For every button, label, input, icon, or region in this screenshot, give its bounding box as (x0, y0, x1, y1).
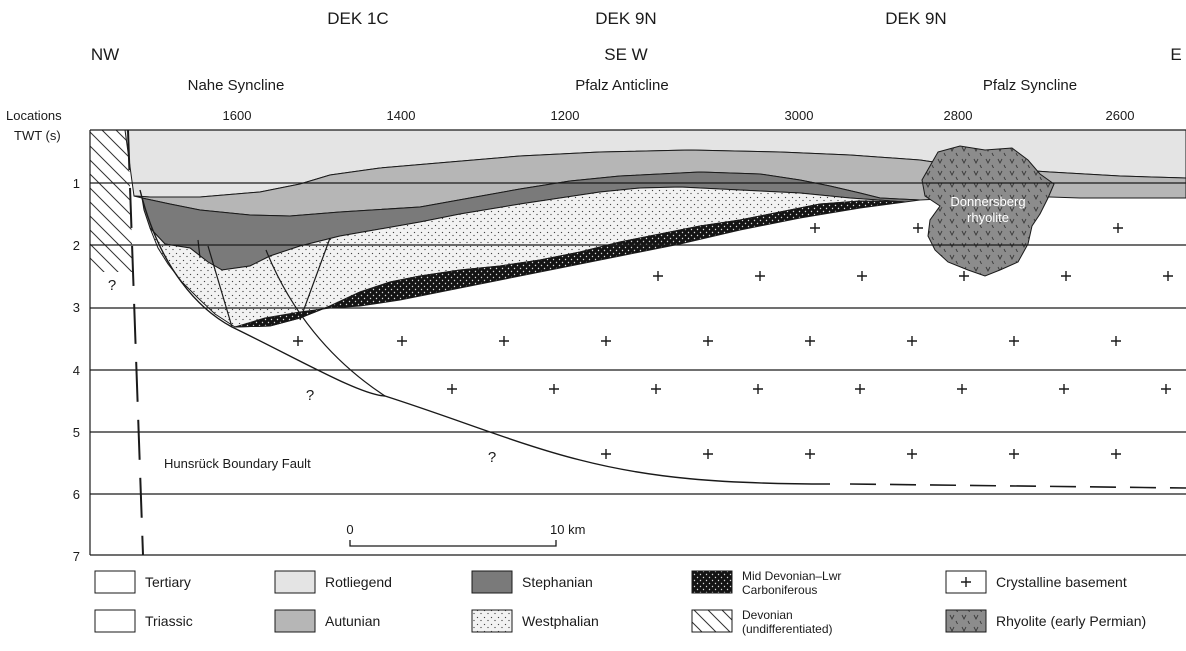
location-tick-1600: 1600 (223, 108, 252, 123)
legend-label: Stephanian (522, 574, 593, 590)
structure-nahe-syncline: Nahe Syncline (188, 77, 285, 94)
profile-label-dek9n-1: DEK 9N (595, 9, 656, 28)
legend-label: Westphalian (522, 613, 599, 629)
legend-swatch (94, 570, 136, 594)
plus-icon (961, 577, 971, 587)
legend-item: Tertiary (94, 570, 191, 594)
scale-bar-end: 10 km (550, 522, 585, 537)
structure-pfalz-anticline: Pfalz Anticline (575, 77, 668, 94)
legend-label: Triassic (145, 613, 193, 629)
location-tick-2800: 2800 (944, 108, 973, 123)
rhyolite-label-line-2: rhyolite (967, 210, 1009, 225)
twt-tick-1: 1 (73, 176, 80, 191)
locations-axis-label: Locations (6, 108, 62, 123)
legend-item: Crystalline basement (945, 570, 1127, 594)
hunsruck-fault-label: Hunsrück Boundary Fault (164, 456, 311, 471)
legend-item: Rhyolite (early Permian) (945, 609, 1146, 633)
legend-swatch (471, 609, 513, 633)
twt-tick-4: 4 (73, 363, 80, 378)
direction-e: E (1170, 45, 1181, 64)
profile-label-dek9n-2: DEK 9N (885, 9, 946, 28)
profile-label-dek1c: DEK 1C (327, 9, 388, 28)
location-tick-2600: 2600 (1106, 108, 1135, 123)
unknown-marker-1: ? (108, 277, 116, 294)
scale-bar: 0 10 km (346, 522, 585, 547)
legend-label: Tertiary (145, 574, 191, 590)
legend-swatch (94, 609, 136, 633)
legend-item: Devonian(undifferentiated) (691, 608, 833, 636)
legend-label: (undifferentiated) (742, 622, 833, 636)
twt-tick-6: 6 (73, 487, 80, 502)
legend-item: Autunian (274, 609, 380, 633)
crystalline-basement-marks (293, 223, 1173, 459)
scale-bar-start: 0 (346, 522, 353, 537)
legend-label: Mid Devonian–Lwr (742, 569, 841, 583)
legend-label: Crystalline basement (996, 574, 1127, 590)
basal-detachment-fault (139, 189, 831, 485)
legend-item: Rotliegend (274, 570, 392, 594)
twt-tick-2: 2 (73, 238, 80, 253)
hunsruck-boundary-fault-line (127, 129, 144, 556)
legend: Tertiary Rotliegend Stephanian Mid Devonian… (94, 569, 1146, 636)
legend-swatch (691, 570, 733, 594)
legend-label: Autunian (325, 613, 380, 629)
legend-item: Westphalian (471, 609, 599, 633)
basal-detachment-fault-dashed (849, 483, 1186, 489)
legend-item: Stephanian (471, 570, 593, 594)
twt-axis-label: TWT (s) (14, 128, 61, 143)
location-tick-1200: 1200 (551, 108, 580, 123)
legend-swatch (945, 609, 987, 633)
twt-tick-7: 7 (73, 549, 80, 564)
structure-pfalz-syncline: Pfalz Syncline (983, 77, 1077, 94)
unknown-marker-2: ? (306, 387, 314, 404)
legend-label: Rhyolite (early Permian) (996, 613, 1146, 629)
devonian-carboniferous-layer (234, 200, 906, 328)
unknown-marker-3: ? (488, 449, 496, 466)
twt-gridlines (89, 129, 1186, 556)
direction-nw: NW (91, 45, 119, 64)
twt-tick-3: 3 (73, 300, 80, 315)
devonian-hatch-block (90, 130, 133, 272)
legend-swatch (691, 609, 733, 633)
legend-swatch (471, 570, 513, 594)
legend-label: Devonian (742, 608, 793, 622)
legend-swatch (274, 570, 316, 594)
legend-swatch (274, 609, 316, 633)
location-tick-3000: 3000 (785, 108, 814, 123)
direction-se-w: SE W (604, 45, 647, 64)
twt-tick-5: 5 (73, 425, 80, 440)
rhyolite-label-line-1: Donnersberg (950, 194, 1025, 209)
legend-label: Rotliegend (325, 574, 392, 590)
legend-label: Carboniferous (742, 583, 817, 597)
rhyolite-body (921, 145, 1055, 277)
minor-faults (197, 237, 386, 397)
location-tick-1400: 1400 (387, 108, 416, 123)
legend-item: Triassic (94, 609, 193, 633)
